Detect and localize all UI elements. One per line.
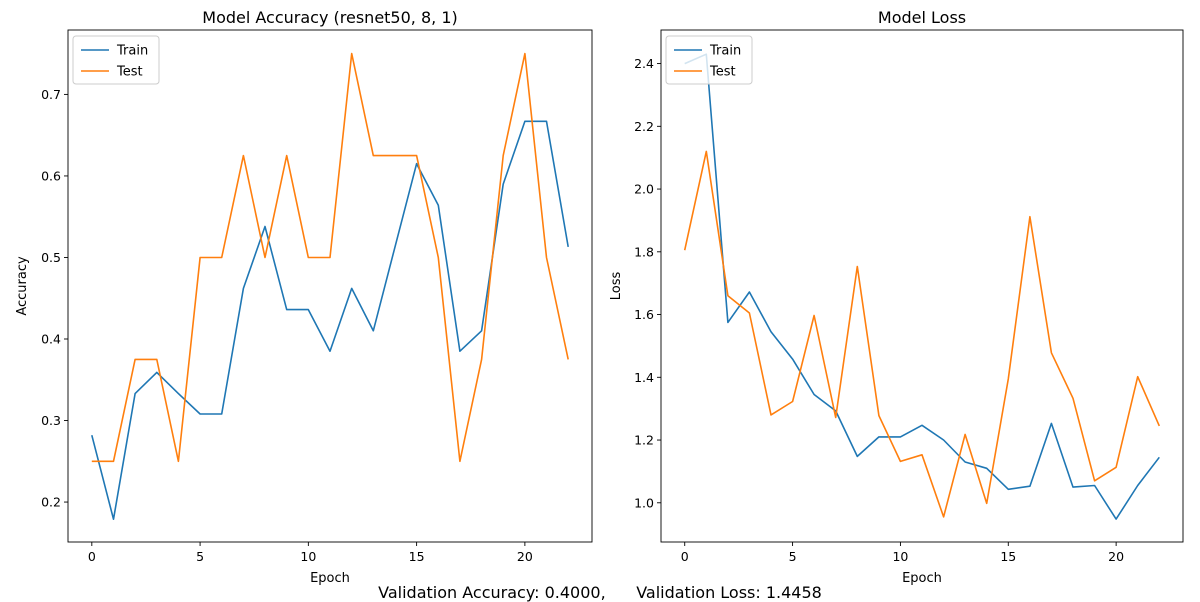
- y-tick-label: 1.8: [634, 244, 654, 259]
- y-tick-label: 1.2: [634, 433, 654, 448]
- x-tick-label: 5: [196, 549, 204, 564]
- x-tick-label: 10: [300, 549, 316, 564]
- x-tick-label: 5: [789, 549, 797, 564]
- y-tick-label: 0.3: [41, 413, 61, 428]
- x-tick-label: 20: [517, 549, 533, 564]
- chart-loss: 0 5 10 15 20 1.0 1.2 1.4 1.6 1.8 2.0 2.2 2.4 Model Lo…: [609, 8, 1184, 586]
- axes-frame: [660, 29, 1184, 543]
- y-axis-label: Accuracy: [15, 256, 30, 316]
- x-tick-label: 15: [409, 549, 425, 564]
- x-tick-label: 15: [1000, 549, 1016, 564]
- series-line-test: [91, 52, 569, 463]
- legend-label-test: Test: [709, 65, 736, 80]
- y-tick-label: 1.0: [634, 495, 654, 510]
- legend-box: [665, 35, 753, 85]
- y-tick-label: 0.2: [41, 495, 61, 510]
- chart-title: Model Accuracy (resnet50, 8, 1): [202, 8, 457, 27]
- x-axis-label: Epoch: [310, 571, 350, 586]
- chart-title: Model Loss: [878, 8, 966, 27]
- legend-label-test: Test: [116, 65, 143, 80]
- y-tick-label: 0.4: [41, 331, 61, 346]
- legend-label-train: Train: [709, 44, 741, 59]
- y-tick-label: 1.4: [634, 370, 654, 385]
- x-tick-label: 20: [1108, 549, 1124, 564]
- x-tick-label: 0: [88, 549, 96, 564]
- axes-frame: [67, 29, 593, 543]
- legend: Train Test: [72, 35, 160, 85]
- x-tick-label: 10: [892, 549, 908, 564]
- series-line-train: [684, 53, 1160, 520]
- legend: Train Test: [665, 35, 753, 85]
- y-tick-label: 0.5: [41, 250, 61, 265]
- legend-label-train: Train: [116, 44, 148, 59]
- x-tick-label: 0: [681, 549, 689, 564]
- validation-summary: Validation Accuracy: 0.4000, Validation …: [378, 583, 822, 602]
- y-tick-label: 0.7: [41, 87, 61, 102]
- y-axis-label: Loss: [609, 272, 624, 301]
- y-tick-label: 2.2: [634, 119, 654, 134]
- y-tick-label: 0.6: [41, 168, 61, 183]
- series-line-test: [683, 150, 1161, 518]
- y-tick-label: 2.0: [634, 182, 654, 197]
- legend-box: [72, 35, 160, 85]
- y-tick-label: 2.4: [634, 56, 654, 71]
- y-tick-label: 1.6: [634, 307, 654, 322]
- series-line-train: [91, 120, 569, 521]
- chart-accuracy: 0 5 10 15 20 0.2 0.3 0.4 0.5 0.6 0.7 Model Accuracy…: [15, 8, 593, 586]
- x-axis-label: Epoch: [902, 571, 942, 586]
